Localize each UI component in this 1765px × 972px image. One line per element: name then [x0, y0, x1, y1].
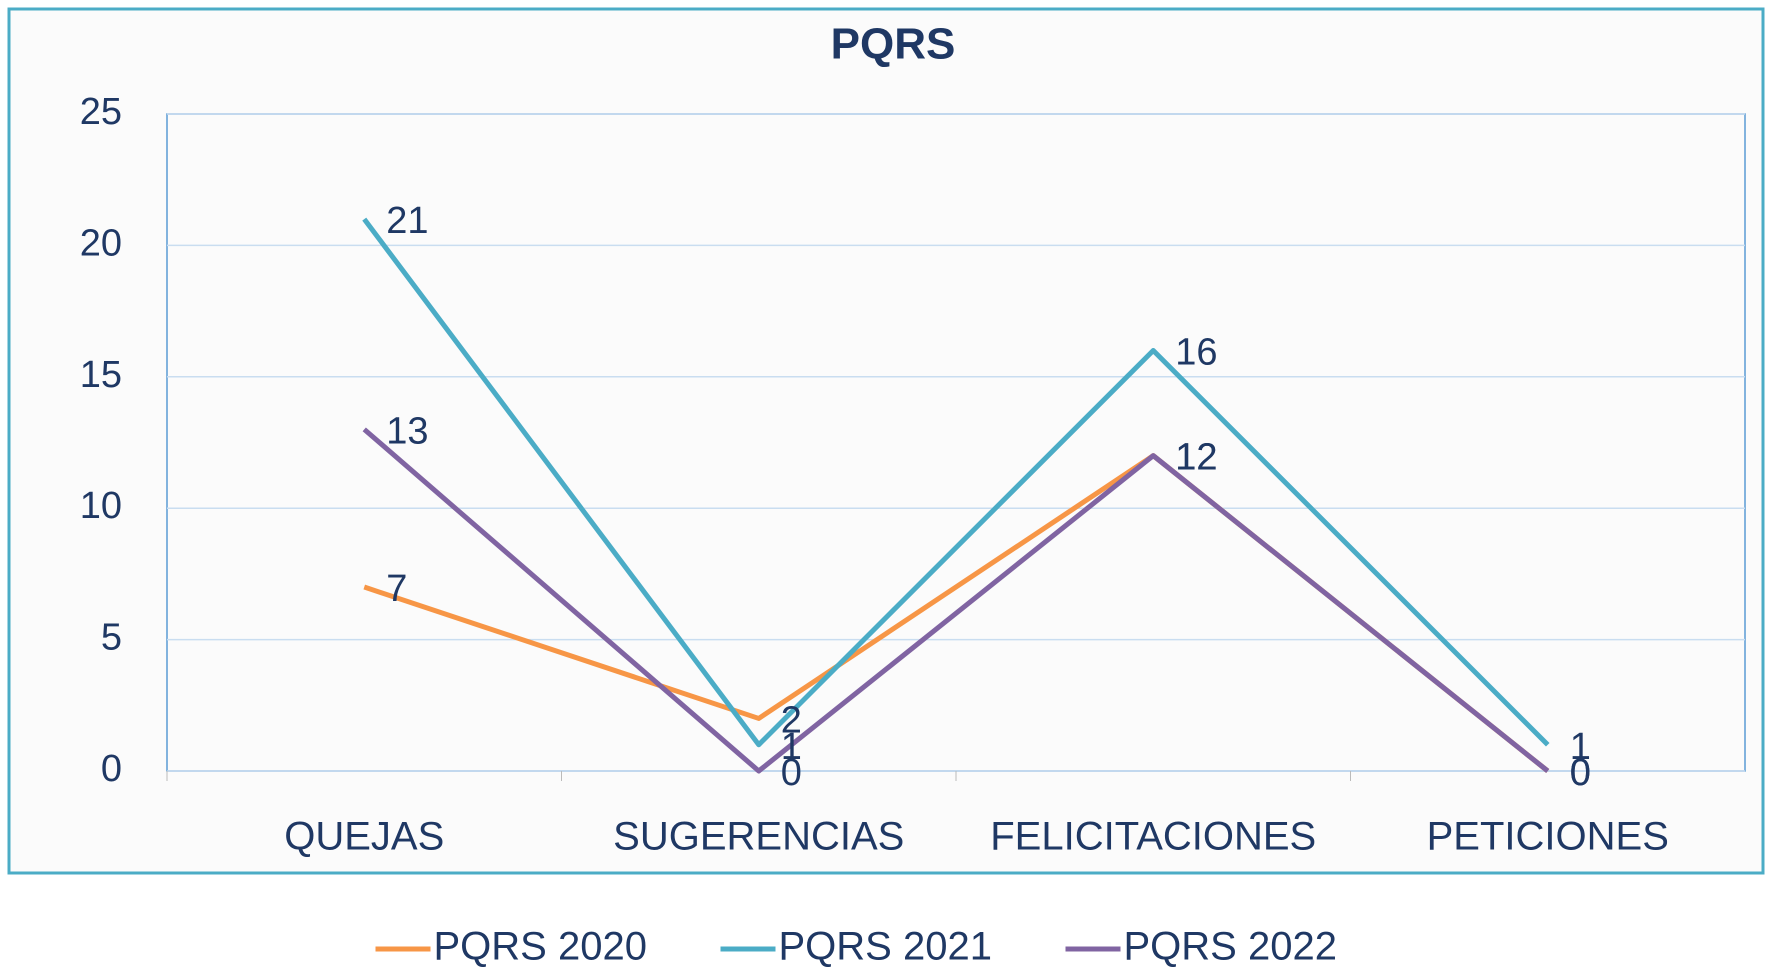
- y-tick-label: 0: [101, 748, 122, 790]
- data-label: 21: [386, 200, 428, 242]
- y-tick-label: 10: [80, 485, 122, 527]
- x-tick-label: SUGERENCIAS: [613, 815, 904, 859]
- chart-frame: [9, 9, 1763, 873]
- legend-label: PQRS 2022: [1124, 925, 1337, 969]
- data-label: 7: [386, 568, 407, 610]
- data-label: 12: [1175, 437, 1217, 479]
- y-tick-label: 25: [80, 91, 122, 133]
- x-tick-label: FELICITACIONES: [990, 815, 1316, 859]
- legend-label: PQRS 2021: [779, 925, 992, 969]
- y-tick-label: 20: [80, 222, 122, 264]
- x-tick-label: QUEJAS: [284, 815, 444, 859]
- data-label: 13: [386, 410, 428, 452]
- chart: PQRS 0 5 10 15 20 25 QUEJAS SUGERENCIAS FELICITA…: [0, 0, 1765, 972]
- data-label: 0: [1570, 752, 1591, 794]
- chart-title: PQRS: [831, 20, 956, 69]
- y-tick-label: 5: [101, 617, 122, 659]
- y-tick-label: 15: [80, 354, 122, 396]
- legend-label: PQRS 2020: [434, 925, 647, 969]
- data-label: 0: [781, 752, 802, 794]
- x-tick-label: PETICIONES: [1427, 815, 1669, 859]
- page: PQRS 0 5 10 15 20 25 QUEJAS SUGERENCIAS FELICITA…: [0, 0, 1765, 972]
- data-label: 16: [1175, 332, 1217, 374]
